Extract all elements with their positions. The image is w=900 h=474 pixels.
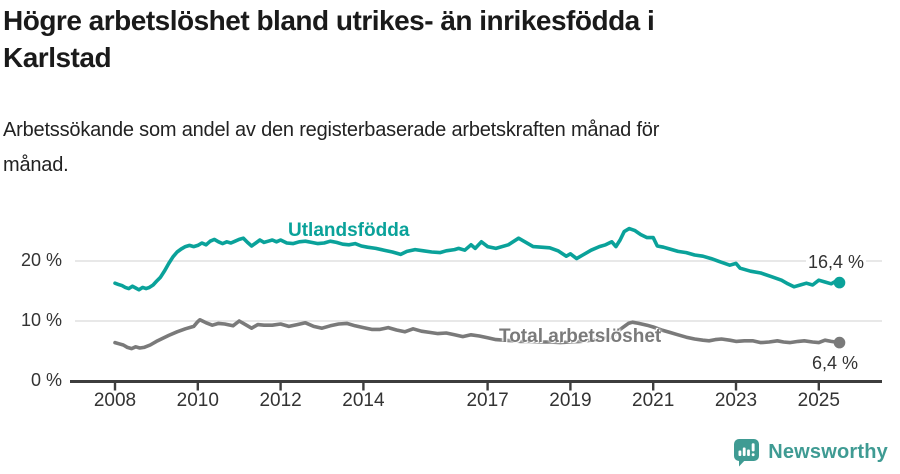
title-line1: Högre arbetslöshet bland utrikes- än inr… [3,5,655,36]
x-tick-label: 2010 [176,390,219,411]
title-line2: Karlstad [3,42,112,73]
y-tick-label: 0 % [30,370,62,390]
x-tick-label: 2012 [259,390,302,411]
newsworthy-logo-icon [734,439,760,467]
brand-wordmark: Newsworthy [768,441,888,463]
x-tick-label: 2019 [549,390,592,411]
end-dot-1 [833,336,846,349]
series-line-0 [113,226,842,292]
chart-subtitle: Arbetssökande som andel av den registerb… [3,113,863,183]
page-title: Högre arbetslöshet bland utrikes- än inr… [3,2,863,76]
x-tick-label: 2023 [714,390,758,411]
x-tick-label: 2014 [342,390,385,411]
y-tick-label: 10 % [20,310,62,330]
x-tick-label: 2008 [93,390,137,411]
y-tick-label: 20 % [20,250,62,270]
series-label-total-arbetsloshet: Total arbetslöshet [499,326,662,347]
subtitle-line2: månad. [3,154,69,176]
x-tick-label: 2021 [632,390,675,411]
x-tick-label: 2017 [466,390,509,411]
subtitle-line1: Arbetssökande som andel av den registerb… [3,119,660,141]
end-dot-0 [833,276,846,289]
newsworthy-logo[interactable]: Newsworthy [733,438,888,467]
x-tick-label: 2025 [797,390,840,411]
end-value-label-total: 6,4 % [809,353,860,374]
series-line-1 [113,317,842,351]
end-value-label-utlandsfodda: 16,4 % [805,252,866,273]
series-label-utlandsfodda: Utlandsfödda [288,220,410,241]
